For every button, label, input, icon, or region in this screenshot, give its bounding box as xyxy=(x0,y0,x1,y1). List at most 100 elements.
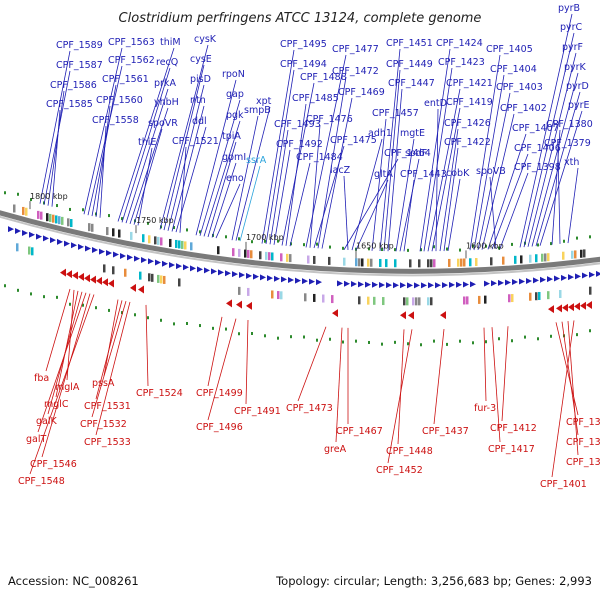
bottom-label-leader xyxy=(501,326,509,422)
forward-gene-arrow xyxy=(344,280,350,287)
feature-block-lower xyxy=(373,296,376,305)
genome-backbone xyxy=(0,210,600,274)
bottom-gene-label: CPF_1401 xyxy=(540,479,587,490)
inner-mark xyxy=(485,340,487,344)
inner-mark xyxy=(95,306,97,310)
inner-mark xyxy=(251,331,253,335)
forward-gene-arrow xyxy=(519,278,525,285)
forward-gene-arrow xyxy=(337,280,343,287)
top-label-leader xyxy=(133,128,163,225)
feature-block xyxy=(394,259,397,268)
feature-block-lower xyxy=(589,286,592,295)
feature-block xyxy=(154,236,157,245)
forward-gene-arrow xyxy=(589,271,595,278)
feature-block xyxy=(448,258,451,267)
forward-gene-arrow xyxy=(99,248,105,255)
bottom-gene-label: CPF_1448 xyxy=(386,446,433,457)
bottom-gene-label: galK xyxy=(36,416,57,427)
top-label-leader xyxy=(343,158,399,250)
bottom-gene-label: CPF_1452 xyxy=(376,465,423,476)
top-label-leader xyxy=(285,103,307,246)
forward-gene-arrow xyxy=(442,282,448,289)
feature-block xyxy=(457,258,460,267)
top-gene-label: adh1 xyxy=(368,128,392,139)
inner-mark xyxy=(420,343,422,347)
outer-mark xyxy=(498,246,500,250)
bottom-label-leader xyxy=(245,320,249,405)
feature-block xyxy=(469,258,472,267)
feature-block xyxy=(427,259,430,268)
feature-block xyxy=(541,253,544,262)
top-gene-label: CPF_1587 xyxy=(56,60,103,71)
top-label-leader xyxy=(309,124,321,248)
top-gene-label: CPF_1457 xyxy=(372,108,419,119)
inner-mark xyxy=(56,295,58,299)
inner-mark xyxy=(446,342,448,346)
top-gene-label: tpiA xyxy=(222,131,241,142)
inner-mark xyxy=(160,318,162,322)
top-gene-label: CPF_1493 xyxy=(274,119,321,130)
bottom-label-leader xyxy=(91,301,127,418)
top-label-leader xyxy=(117,47,175,222)
bottom-gene-label: CPF_1397 xyxy=(566,457,600,468)
reverse-gene-arrow xyxy=(408,311,414,320)
inner-mark xyxy=(511,339,513,343)
outer-mark xyxy=(4,191,6,195)
feature-block-lower xyxy=(406,297,409,306)
top-label-leader xyxy=(395,138,415,252)
bottom-label-leader xyxy=(66,289,75,381)
top-label-leader xyxy=(211,162,237,238)
outer-mark xyxy=(576,236,578,240)
reverse-gene-arrow xyxy=(66,270,72,279)
top-label-leader xyxy=(83,47,123,215)
bottom-gene-label: CPF_1548 xyxy=(18,476,65,487)
top-gene-label: CPF_1404 xyxy=(490,64,537,75)
feature-block xyxy=(190,242,193,251)
map-title: Clostridium perfringens ATCC 13124, comp… xyxy=(119,11,482,26)
reverse-gene-arrow xyxy=(138,285,144,294)
feature-block xyxy=(58,216,61,225)
top-label-leader xyxy=(95,105,111,217)
feature-block xyxy=(418,259,421,268)
inner-mark xyxy=(576,333,578,337)
forward-gene-arrow xyxy=(316,279,322,286)
feature-block-lower xyxy=(403,297,406,306)
top-gene-label: thiE xyxy=(138,137,156,148)
feature-block-lower xyxy=(157,274,160,283)
forward-gene-arrow xyxy=(435,282,441,289)
outer-mark xyxy=(342,246,344,250)
feature-block xyxy=(580,249,583,258)
outer-mark xyxy=(589,235,591,239)
outer-mark xyxy=(459,248,461,252)
forward-gene-arrow xyxy=(15,228,21,235)
reverse-gene-arrow xyxy=(102,278,108,287)
forward-gene-arrow xyxy=(428,282,434,289)
top-label-leader xyxy=(519,13,573,248)
outer-mark xyxy=(368,247,370,251)
bottom-gene-label: fba xyxy=(34,373,49,384)
forward-gene-arrow xyxy=(134,255,140,262)
feature-block-lower xyxy=(538,291,541,300)
top-label-leader xyxy=(215,183,241,239)
feature-block xyxy=(520,255,523,264)
top-label-leader xyxy=(355,179,389,251)
top-gene-label: spoVB xyxy=(476,166,506,177)
top-label-leader xyxy=(321,97,353,249)
top-label-leader xyxy=(527,52,577,247)
forward-gene-arrow xyxy=(50,237,56,244)
feature-block xyxy=(547,253,550,262)
feature-block xyxy=(514,255,517,264)
feature-block xyxy=(61,216,64,225)
forward-gene-arrow xyxy=(218,269,224,276)
kbp-ticks: 1800 kbp 1750 kbp 1700 kbp 1650 kbp 1600 kbp xyxy=(29,192,504,259)
top-label-leader xyxy=(383,69,401,252)
forward-gene-arrow xyxy=(71,242,77,249)
bottom-label-leader xyxy=(29,294,95,475)
top-label-leader xyxy=(125,88,169,224)
bottom-label-leader xyxy=(41,293,91,458)
top-label-leader xyxy=(427,88,461,252)
forward-gene-arrow xyxy=(547,276,553,283)
feature-block xyxy=(367,258,370,267)
forward-gene-arrow xyxy=(8,226,14,233)
topology-label: Topology: circular; Length: 3,256,683 bp… xyxy=(276,574,592,588)
